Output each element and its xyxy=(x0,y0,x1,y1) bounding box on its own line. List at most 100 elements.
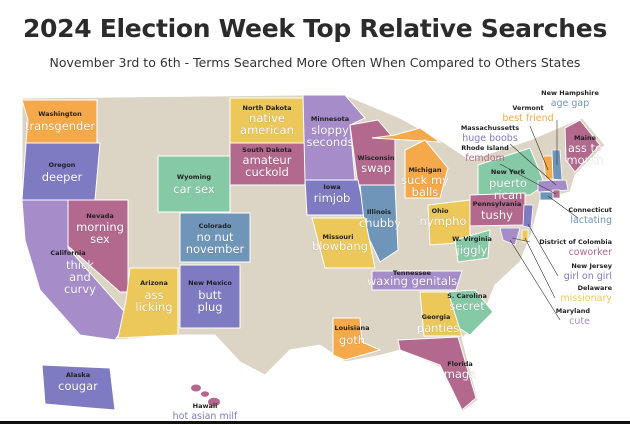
search-term-label: thick and curvy xyxy=(64,258,96,296)
small-state-shape xyxy=(552,189,561,199)
leader-line xyxy=(499,163,557,195)
search-term-label: rimjob xyxy=(314,191,351,205)
state-florida xyxy=(397,336,477,411)
bottom-border xyxy=(0,421,630,424)
state-name-label: Missouri xyxy=(323,233,354,241)
search-term-label: car sex xyxy=(173,182,215,196)
search-term-label: nympho xyxy=(420,214,467,228)
hawaii-island xyxy=(201,391,209,397)
hawaii-island xyxy=(191,384,201,392)
callout-state-name: New Hampshire xyxy=(541,89,599,97)
leader-line xyxy=(509,143,557,186)
search-term-label: goth xyxy=(339,333,365,347)
state-name-label: Louisiana xyxy=(335,324,370,332)
state-maine xyxy=(564,119,601,173)
state-nevada xyxy=(67,199,129,293)
map-title: 2024 Election Week Top Relative Searches xyxy=(22,14,608,43)
small-state-shape xyxy=(539,191,554,201)
state-name-label: Illinois xyxy=(367,208,391,216)
state-name-label: Ohio xyxy=(432,207,449,215)
state-name-label: Georgia xyxy=(422,313,451,321)
state-name-label: Alaska xyxy=(66,371,90,379)
callout-search-term: missionary xyxy=(560,293,612,304)
state-name-label: W. Virginia xyxy=(452,235,492,243)
state-name-label: Pennsylvania xyxy=(473,200,522,208)
state-name-label: Washington xyxy=(38,110,82,118)
state-alaska xyxy=(41,364,116,411)
callout-search-term: age gap xyxy=(551,98,590,109)
search-term-label: puerto rican xyxy=(489,176,527,202)
state-name-label: New York xyxy=(491,168,526,176)
state-name-label: Wyoming xyxy=(177,173,212,181)
search-term-label: chubby xyxy=(359,216,401,230)
state-name-label: S. Carolina xyxy=(447,292,487,300)
search-term-label: butt plug xyxy=(197,288,222,314)
callout-state-name: Hawaii xyxy=(193,402,218,410)
state-new-york xyxy=(477,147,546,196)
leader-line xyxy=(524,237,556,299)
callout-search-term: cute xyxy=(569,316,590,327)
search-term-label: cougar xyxy=(58,379,98,393)
callout-state-name: Delaware xyxy=(578,284,613,292)
callout-search-term: huge boobs xyxy=(462,133,518,144)
state-name-label: Maine xyxy=(574,134,597,142)
state-name-label: North Dakota xyxy=(243,104,292,112)
search-term-label: no nut november xyxy=(186,230,245,256)
callout-search-term: coworker xyxy=(569,247,613,258)
state-name-label: Minnesota xyxy=(311,115,349,123)
search-term-label: ass to mouth xyxy=(566,141,603,167)
search-term-label: jiggly xyxy=(456,243,488,257)
search-term-label: deeper xyxy=(42,170,83,184)
callout-state-name: Rhode Island xyxy=(461,144,509,152)
callout-search-term: lactating xyxy=(570,215,612,226)
search-term-label: morning sex xyxy=(76,220,124,246)
callout-search-term: femdom xyxy=(465,153,505,164)
leader-line xyxy=(509,239,561,321)
state-name-label: Florida xyxy=(447,360,473,368)
state-louisiana xyxy=(332,317,382,361)
state-new-mexico xyxy=(179,264,241,329)
state-arizona xyxy=(117,267,179,339)
search-term-label: secret xyxy=(449,299,485,313)
state-name-label: South Dakota xyxy=(242,146,292,154)
leader-line xyxy=(527,223,559,277)
state-georgia xyxy=(419,291,463,337)
state-wyoming xyxy=(157,155,231,213)
search-term-label: waxing genitals xyxy=(367,274,457,288)
callout-state-name: New Jersey xyxy=(571,262,612,270)
state-name-label: Colorado xyxy=(199,222,232,230)
small-state-shape xyxy=(521,229,529,243)
callout-state-name: Vermont xyxy=(512,104,543,112)
search-term-label: blowbang xyxy=(312,239,368,253)
callout-state-name: District of Colombia xyxy=(539,238,612,246)
state-michigan xyxy=(404,139,449,199)
search-term-label: panties xyxy=(417,321,459,335)
search-term-label: transgender xyxy=(25,119,96,133)
callout-search-term: hot asian milf xyxy=(173,411,238,422)
search-term-label: native american xyxy=(240,111,294,137)
state-colorado xyxy=(179,212,251,263)
map-subtitle: November 3rd to 6th - Terms Searched Mor… xyxy=(49,55,581,70)
search-term-label: ass licking xyxy=(135,288,172,314)
callout-state-name: Connecticut xyxy=(568,206,612,214)
small-state-shape xyxy=(522,204,534,229)
search-term-label: tushy xyxy=(481,208,513,222)
leader-line xyxy=(547,195,579,219)
state-name-label: Wisconsin xyxy=(358,154,395,162)
state-michigan xyxy=(371,127,442,143)
state-w-virginia xyxy=(454,229,491,263)
state-name-label: Tennessee xyxy=(393,269,432,277)
state-name-label: New Mexico xyxy=(188,279,232,287)
state-name-label: Iowa xyxy=(323,183,340,191)
callout-search-term: girl on girl xyxy=(564,271,612,282)
state-missouri xyxy=(311,217,376,269)
leader-line xyxy=(529,125,549,171)
callout-state-name: Massachussetts xyxy=(461,124,519,132)
state-name-label: Nevada xyxy=(86,212,114,220)
search-term-label: sloppy seconds xyxy=(306,123,353,149)
state-name-label: Michigan xyxy=(408,166,441,174)
state-tennessee xyxy=(371,270,463,291)
hawaii-island xyxy=(208,397,220,407)
